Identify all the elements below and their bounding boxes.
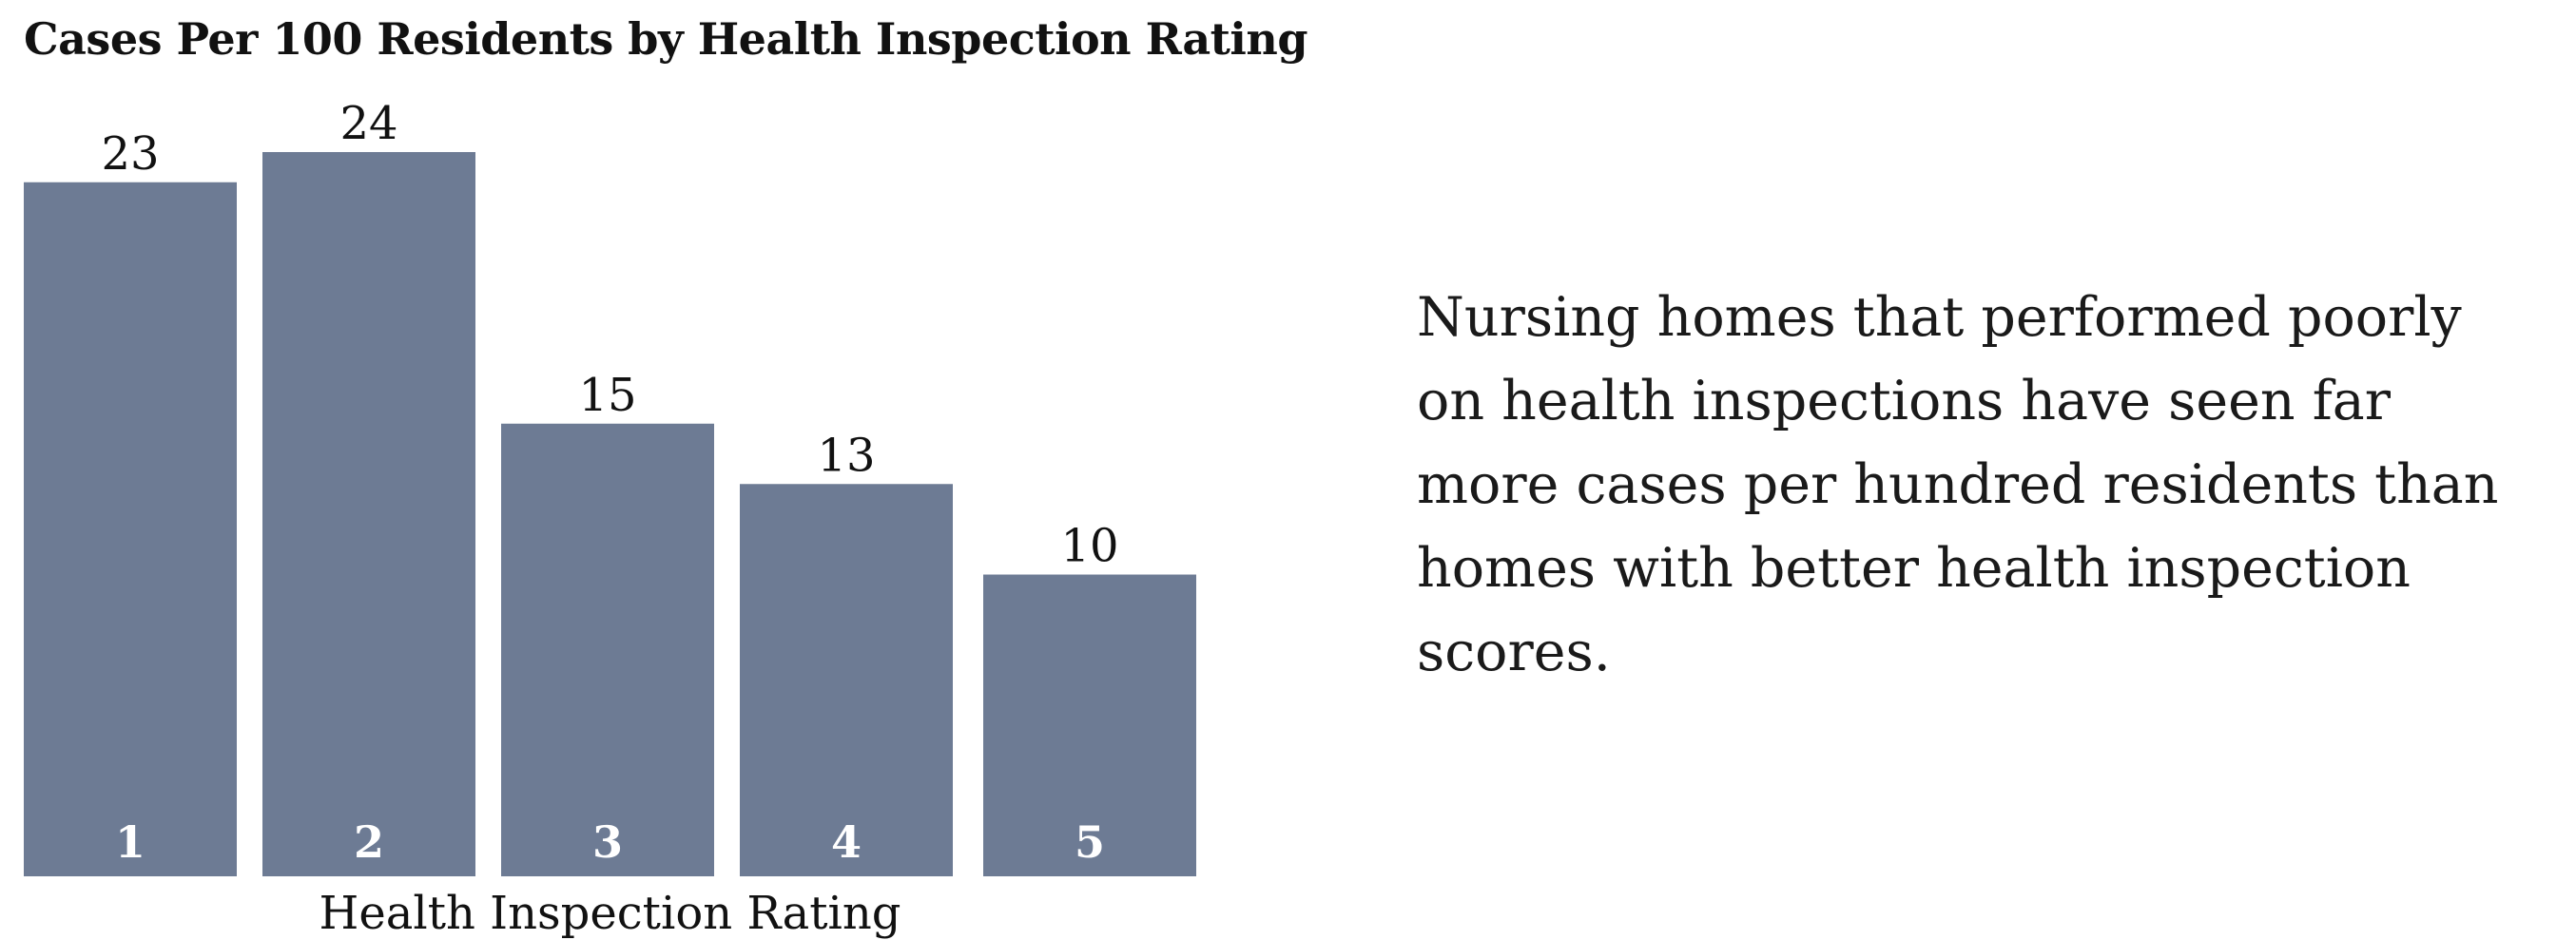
- value-label: 24: [339, 97, 397, 150]
- value-label: 23: [101, 127, 159, 181]
- annotation-text: Nursing homes that performed poorly on h…: [1417, 286, 2499, 683]
- value-label: 13: [817, 429, 875, 482]
- bar-rating-2: [262, 152, 475, 876]
- value-label: 15: [578, 369, 636, 422]
- bar-chart: 23 1 24 2 15 3 13 4 10 5 Health Inspection Rating: [24, 97, 1196, 940]
- x-axis-title: Health Inspection Rating: [319, 887, 901, 940]
- category-label: 1: [115, 816, 145, 868]
- category-label: 5: [1075, 816, 1105, 868]
- category-label: 3: [592, 816, 623, 868]
- bar-rating-4: [740, 484, 953, 876]
- category-label: 2: [354, 816, 384, 868]
- bar-rating-3: [501, 423, 714, 876]
- chart-title: Cases Per 100 Residents by Health Inspec…: [24, 13, 1308, 65]
- bars-group: 23 1 24 2 15 3 13 4 10 5: [24, 97, 1196, 876]
- value-label: 10: [1060, 520, 1118, 573]
- category-label: 4: [831, 816, 862, 868]
- bar-rating-1: [24, 182, 237, 876]
- bar-rating-5: [983, 574, 1196, 876]
